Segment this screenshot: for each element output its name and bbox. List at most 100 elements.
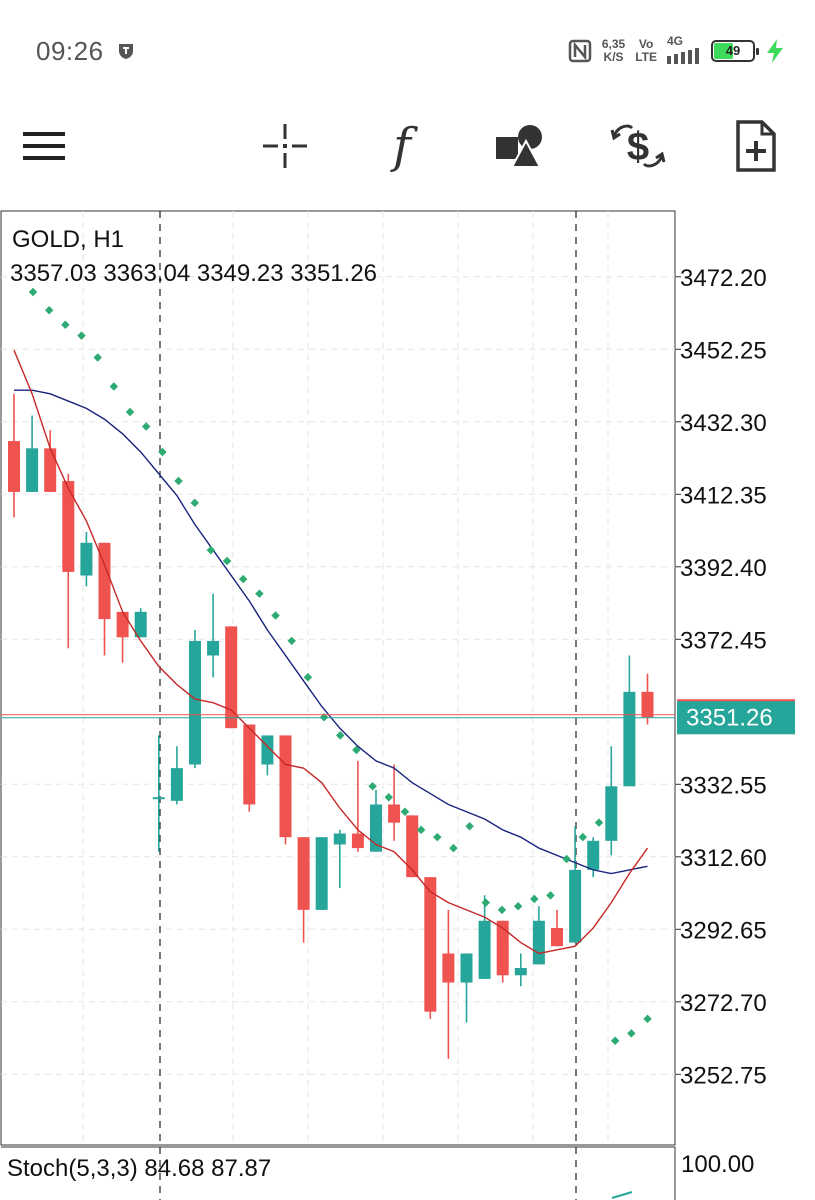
sar-dot: [594, 818, 604, 827]
sar-dot: [465, 822, 474, 831]
price-axis-label: 3372.45: [680, 627, 767, 654]
sar-dot: [578, 832, 588, 842]
price-axis-label: 3412.35: [680, 482, 767, 509]
candle-bear: [243, 724, 256, 805]
sar-dot: [28, 287, 38, 297]
stoch-line: [611, 1191, 633, 1199]
battery-icon: 49: [711, 40, 759, 62]
network-speed: 6,35 K/S: [602, 38, 625, 64]
stoch-scale-top: 100.00: [681, 1151, 754, 1178]
candle-bull: [315, 837, 328, 910]
status-bar: 09:26 6,35 K/S Vo LTE 4G: [0, 0, 815, 100]
charging-bolt-icon: [767, 39, 783, 63]
moving-average-slow: [14, 389, 648, 875]
price-axis-label: 3392.40: [680, 555, 767, 582]
sar-dot: [610, 1036, 620, 1045]
objects-button[interactable]: [490, 110, 550, 182]
sar-dot: [643, 1014, 652, 1024]
signal-icon: 4G: [667, 34, 701, 64]
candle-bull: [587, 840, 600, 870]
sar-dot: [368, 782, 377, 791]
sar-dot: [255, 589, 264, 598]
stochastic-label: Stoch(5,3,3) 84.68 87.87: [7, 1155, 272, 1182]
sar-dot: [449, 843, 458, 853]
candle-bear: [279, 735, 292, 838]
volte-bottom: LTE: [635, 50, 657, 64]
candle-bear: [62, 481, 75, 572]
candle-bull: [333, 833, 346, 845]
sar-dot: [190, 498, 199, 508]
plot-area: [0, 210, 676, 1146]
battery-level: 49: [725, 43, 741, 58]
trade-button[interactable]: $: [608, 110, 668, 182]
candle-bull: [170, 768, 183, 801]
sar-dot: [336, 731, 345, 740]
moving-average-fast: [13, 349, 649, 955]
objects-icon: [496, 125, 542, 168]
sar-dot: [400, 807, 410, 816]
sar-dot: [416, 825, 426, 835]
candle-bull: [152, 797, 165, 800]
sar-dot: [481, 898, 491, 907]
candle-bull: [370, 804, 382, 852]
notification-shield-icon: [119, 44, 133, 59]
current-price-label: 3351.26: [686, 704, 773, 731]
sar-dot: [109, 382, 119, 391]
network-type: 4G: [667, 34, 684, 48]
price-axis-label: 3272.70: [680, 990, 767, 1017]
sar-dot: [513, 901, 523, 911]
sar-dot: [271, 611, 280, 620]
chart-symbol-label: GOLD, H1: [12, 226, 125, 253]
network-speed-unit: K/S: [603, 50, 624, 64]
status-icons: 6,35 K/S Vo LTE 4G 49: [568, 34, 785, 68]
candle-bear: [351, 833, 364, 849]
price-axis-label: 3252.75: [680, 1062, 767, 1089]
candle-bull: [189, 640, 201, 765]
candle-bear: [641, 691, 654, 718]
price-axis-label: 3472.20: [680, 265, 767, 292]
candle-bull: [26, 448, 39, 492]
candle-bear: [116, 611, 129, 638]
sar-dot: [158, 447, 167, 457]
crosshair-button[interactable]: [255, 110, 315, 182]
candle-bear: [496, 920, 509, 976]
candle-bull: [605, 786, 618, 841]
sar-dot: [562, 854, 571, 864]
candle-bear: [297, 837, 310, 910]
indicators-icon: f: [393, 118, 411, 174]
chart-toolbar: f $: [0, 110, 815, 182]
candle-bear: [442, 953, 455, 983]
new-order-button[interactable]: [726, 110, 786, 182]
sar-dot: [174, 476, 183, 486]
price-axis-label: 3312.60: [680, 845, 767, 872]
sar-dot: [287, 636, 296, 646]
sar-dot: [77, 331, 86, 340]
price-axis-label: 3432.30: [680, 410, 767, 437]
candle-bear: [424, 877, 437, 1012]
indicators-button[interactable]: f: [372, 110, 432, 182]
candle-bear: [551, 928, 563, 947]
network-speed-value: 6,35: [601, 37, 626, 51]
sar-dot: [352, 745, 361, 755]
sar-dot: [433, 832, 442, 842]
current-price-tag: [677, 700, 795, 735]
sar-dot: [530, 894, 539, 904]
volte-indicator: Vo LTE: [635, 38, 657, 64]
new-order-icon: [736, 120, 776, 172]
candle-bull: [134, 611, 147, 638]
chart-ohlc-label: 3357.03 3363.04 3349.23 3351.26: [10, 260, 378, 287]
battery-fill: [714, 43, 733, 59]
svg-text:$: $: [627, 125, 649, 169]
candle-bull: [569, 869, 582, 943]
sar-dot: [303, 673, 313, 682]
battery-nub: [756, 48, 759, 55]
menu-button[interactable]: [15, 110, 75, 182]
sar-dot: [44, 305, 54, 315]
price-axis-label: 3332.55: [680, 772, 767, 799]
sar-dot: [93, 353, 102, 362]
volte-top: Vo: [638, 37, 654, 51]
sar-dot: [384, 792, 394, 802]
candle-bull: [623, 691, 636, 787]
status-time: 09:26: [36, 36, 104, 66]
